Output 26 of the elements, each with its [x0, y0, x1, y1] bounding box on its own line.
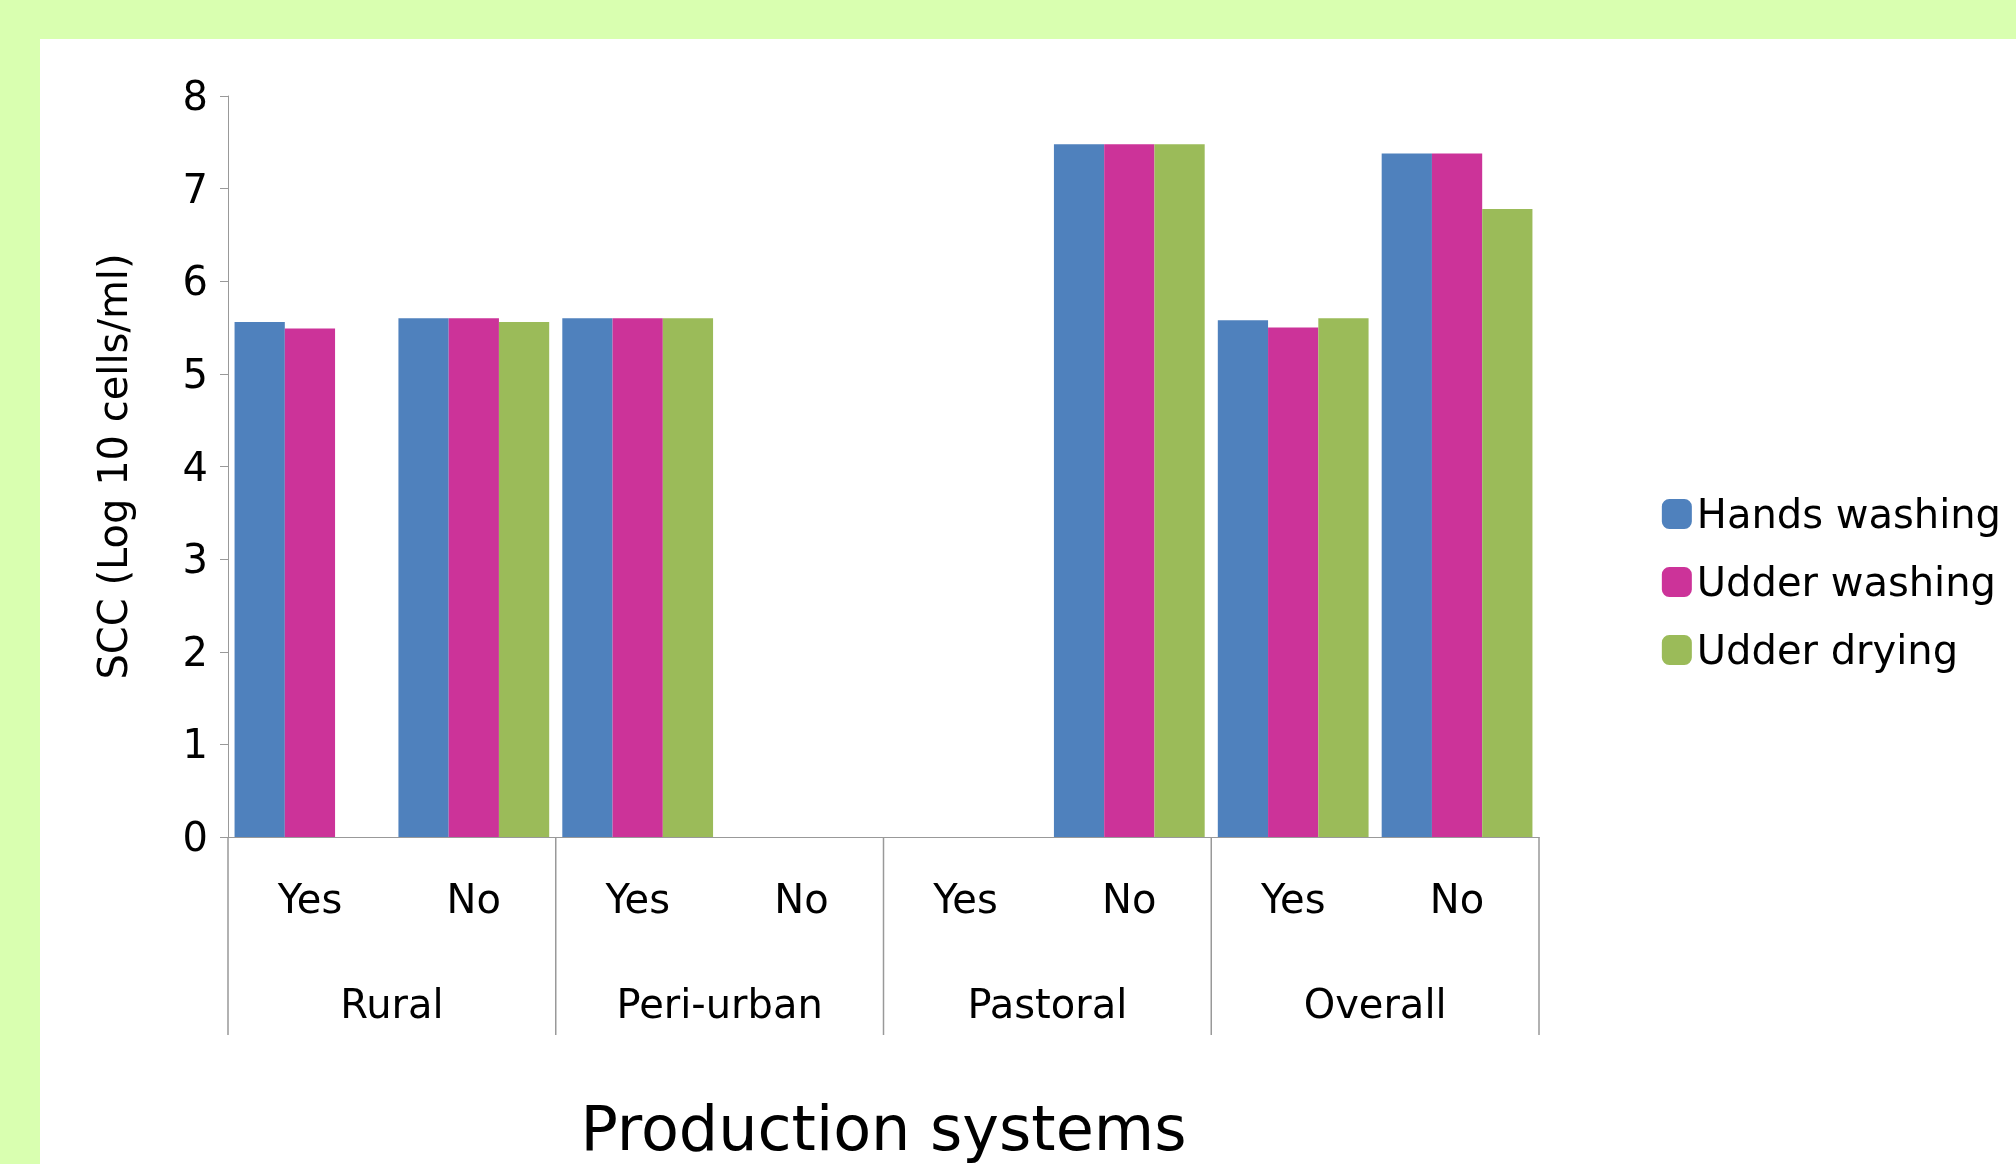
x-axis-title: Production systems — [580, 1091, 1187, 1164]
y-tick-label: 8 — [182, 73, 208, 119]
y-tick-label: 2 — [182, 628, 208, 675]
y-tick-label: 3 — [182, 536, 208, 583]
x-tick-label: Yes — [932, 876, 998, 922]
x-tick-label: Yes — [1259, 876, 1326, 922]
y-tick-label: 6 — [182, 258, 208, 305]
y-axis-title: SCC (Log 10 cells/ml) — [90, 253, 136, 680]
legend-label: Udder drying — [1696, 627, 1959, 673]
x-tick-label: No — [1102, 876, 1157, 922]
x-tick-label: No — [774, 876, 829, 922]
x-tick-label: No — [446, 876, 502, 922]
y-tick-label: 0 — [182, 814, 208, 860]
legend-label: Udder washing — [1696, 559, 1996, 605]
text: Rural — [340, 981, 444, 1027]
text: Pastoral — [967, 981, 1128, 1027]
x-tick-label: No — [1429, 876, 1485, 922]
x-tick-label: Yes — [276, 876, 343, 922]
y-tick-label: 5 — [182, 350, 208, 397]
x-tick-label: Yes — [604, 876, 670, 922]
y-tick-label: 1 — [182, 721, 208, 768]
y-tick-label: 4 — [182, 443, 208, 490]
y-tick-label: 7 — [182, 165, 208, 212]
text: Overall — [1303, 981, 1447, 1027]
legend-label: Hands washing — [1696, 491, 2002, 537]
text: Peri-urban — [616, 981, 823, 1027]
